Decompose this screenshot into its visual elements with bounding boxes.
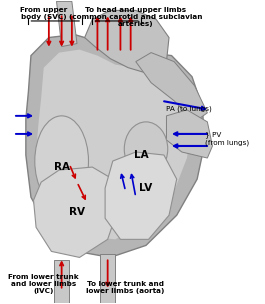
Polygon shape [166, 110, 213, 158]
Text: RV: RV [69, 207, 85, 217]
Polygon shape [105, 152, 177, 239]
Text: From upper
body (SVC): From upper body (SVC) [20, 7, 67, 20]
Polygon shape [136, 53, 207, 122]
Text: RA: RA [54, 162, 70, 172]
Polygon shape [36, 50, 192, 239]
Polygon shape [54, 261, 69, 302]
Text: LV: LV [139, 183, 153, 193]
Polygon shape [56, 2, 77, 47]
Text: To head and upper limbs
(common carotid and subclavian
arteries): To head and upper limbs (common carotid … [69, 7, 202, 27]
Text: LA: LA [134, 150, 148, 160]
Text: To lower trunk and
lower limbs (aorta): To lower trunk and lower limbs (aorta) [86, 281, 165, 294]
Text: } PV
(from lungs): } PV (from lungs) [205, 131, 249, 146]
Ellipse shape [35, 116, 89, 206]
Ellipse shape [124, 122, 168, 176]
Polygon shape [85, 10, 169, 74]
Text: From lower trunk
and lower limbs
(IVC): From lower trunk and lower limbs (IVC) [8, 274, 79, 294]
Polygon shape [33, 167, 118, 257]
Text: PA (to lungs): PA (to lungs) [166, 105, 212, 112]
Polygon shape [100, 254, 115, 302]
Polygon shape [26, 35, 205, 257]
